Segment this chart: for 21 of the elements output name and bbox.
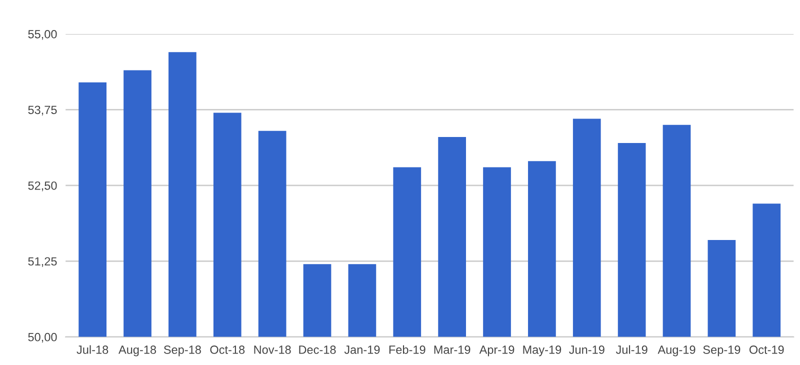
x-tick-label: Aug-18 xyxy=(118,346,156,356)
x-tick-label: May-19 xyxy=(523,346,562,356)
y-tick-label: 50,00 xyxy=(28,332,57,343)
x-tick-label: Sep-18 xyxy=(164,346,201,356)
y-tick-label: 51,25 xyxy=(28,257,57,267)
x-tick-label: Dec-18 xyxy=(299,346,336,354)
x-tick-label: Jun-19 xyxy=(569,346,604,354)
x-tick-label: Feb-19 xyxy=(389,345,426,354)
y-tick-label: 52,50 xyxy=(28,181,57,192)
x-tick-label: Oct-18 xyxy=(210,346,245,354)
x-tick-label: Apr-19 xyxy=(479,346,514,356)
x-tick-label: Nov-18 xyxy=(254,346,291,354)
x-tick-label: Sep-19 xyxy=(703,346,740,356)
y-tick-label: 53,75 xyxy=(28,106,57,116)
x-tick-label: Jul-18 xyxy=(76,345,108,354)
x-tick-label: Mar-19 xyxy=(434,346,470,354)
x-tick-label: Aug-19 xyxy=(658,346,696,356)
y-tick-label: 55,00 xyxy=(28,30,57,40)
x-tick-label: Jan-19 xyxy=(344,346,380,354)
x-tick-label: Oct-19 xyxy=(749,346,784,354)
x-tick-label: Jul-19 xyxy=(616,345,648,354)
